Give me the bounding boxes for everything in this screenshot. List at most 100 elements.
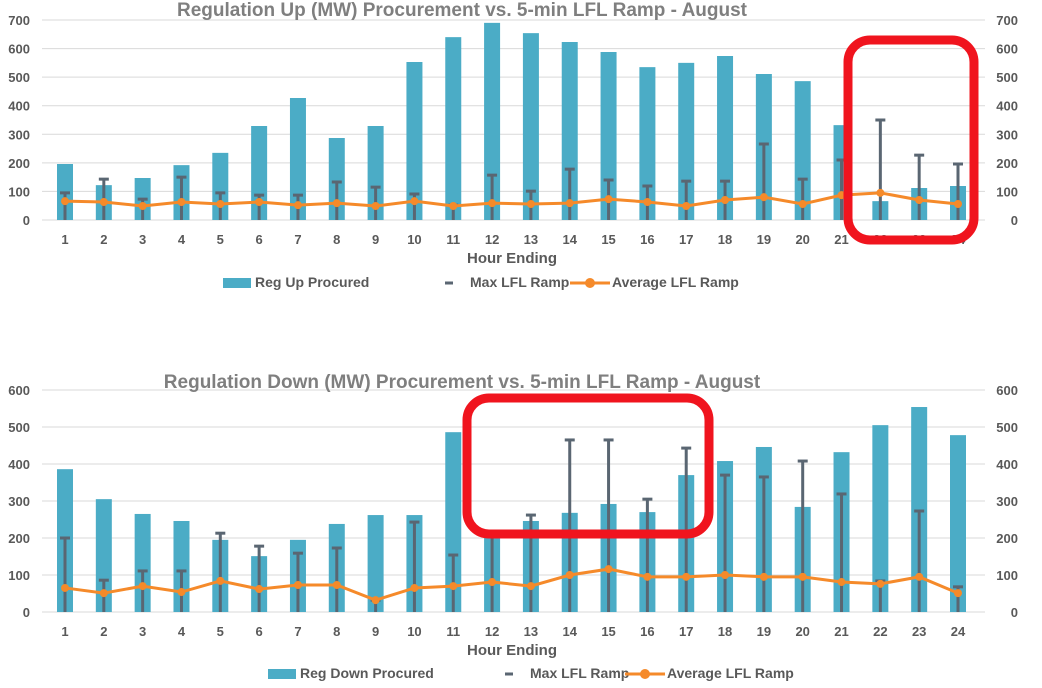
bar <box>95 499 112 612</box>
average-ramp-point <box>643 198 652 206</box>
bar <box>522 33 539 221</box>
x-tick-label: 5 <box>217 232 224 247</box>
x-tick-label: 10 <box>407 624 421 639</box>
y-tick-label: 500 <box>8 420 30 435</box>
bar <box>367 515 384 612</box>
x-tick-label: 2 <box>100 232 107 247</box>
x-tick-label: 11 <box>446 232 460 247</box>
average-ramp-point <box>759 193 768 202</box>
x-tick-label: 3 <box>139 232 146 247</box>
bar <box>872 425 889 612</box>
average-ramp-point <box>177 588 186 597</box>
x-tick-label: 17 <box>679 624 693 639</box>
y2-tick-label: 300 <box>996 494 1018 509</box>
x-tick-label: 10 <box>407 232 421 247</box>
legend-swatch-bar <box>223 278 251 288</box>
average-ramp-line <box>64 567 959 602</box>
y2-tick-label: 500 <box>996 420 1018 435</box>
y2-tick-label: 400 <box>996 457 1018 472</box>
average-ramp-point <box>759 572 768 581</box>
bar <box>367 126 384 220</box>
bar <box>717 56 734 220</box>
bar <box>173 520 190 612</box>
x-tick-label: 6 <box>256 232 263 247</box>
x-tick-label: 3 <box>139 624 146 639</box>
x-tick-label: 16 <box>640 624 654 639</box>
x-tick-label: 20 <box>795 624 809 639</box>
x-tick-label: 8 <box>333 232 340 247</box>
bar <box>289 98 306 220</box>
bar <box>406 62 423 220</box>
y2-tick-label: 200 <box>996 156 1018 171</box>
average-ramp-point <box>371 596 380 605</box>
average-ramp-point <box>915 572 924 581</box>
x-tick-label: 11 <box>446 624 460 639</box>
average-ramp-point <box>255 198 264 206</box>
average-ramp-point <box>954 589 962 598</box>
average-ramp-point <box>99 589 108 598</box>
y2-tick-label: 100 <box>996 568 1018 583</box>
x-tick-label: 19 <box>757 624 771 639</box>
y2-tick-label: 400 <box>996 99 1018 114</box>
average-ramp-point <box>954 200 962 208</box>
y2-tick-label: 0 <box>1011 213 1018 228</box>
x-tick-label: 9 <box>372 624 379 639</box>
y-tick-label: 200 <box>8 156 30 171</box>
average-ramp-point <box>643 572 652 581</box>
x-tick-label: 17 <box>679 232 693 247</box>
x-tick-label: 13 <box>524 232 538 247</box>
x-tick-label: 4 <box>178 232 186 247</box>
average-ramp-point <box>604 565 613 574</box>
highlight-box <box>462 393 714 539</box>
average-ramp-point <box>177 198 186 206</box>
x-tick-label: 8 <box>333 624 340 639</box>
x-tick-label: 19 <box>757 232 771 247</box>
legend-label: Max LFL Ramp <box>470 274 569 290</box>
y2-tick-label: 700 <box>996 13 1018 28</box>
average-ramp-point <box>488 199 497 208</box>
y-tick-label: 600 <box>8 42 30 57</box>
average-ramp-point <box>682 572 691 581</box>
average-ramp-point <box>604 195 613 204</box>
y2-tick-label: 600 <box>996 42 1018 57</box>
x-tick-label: 24 <box>951 624 966 639</box>
highlight-box <box>843 35 979 245</box>
legend-label: Reg Down Procured <box>300 665 434 681</box>
legend-swatch-bar <box>268 669 296 679</box>
x-tick-label: 1 <box>61 624 68 639</box>
legend-swatch-marker <box>640 669 650 679</box>
average-ramp-point <box>798 200 807 208</box>
average-ramp-point <box>293 580 302 589</box>
y-tick-label: 700 <box>8 13 30 28</box>
average-ramp-point <box>410 197 419 206</box>
x-tick-label: 12 <box>485 624 499 639</box>
y-tick-label: 100 <box>8 568 30 583</box>
average-ramp-point <box>565 199 574 208</box>
legend-label: Average LFL Ramp <box>612 274 739 290</box>
y2-tick-label: 500 <box>996 70 1018 85</box>
x-tick-label: 14 <box>563 624 578 639</box>
average-ramp-point <box>138 202 147 210</box>
bar <box>328 138 345 220</box>
bar <box>561 42 578 220</box>
y2-tick-label: 100 <box>996 184 1018 199</box>
x-tick-label: 18 <box>718 624 732 639</box>
average-ramp-point <box>915 196 924 204</box>
y-tick-label: 500 <box>8 70 30 85</box>
chart-title: Regulation Up (MW) Procurement vs. 5-min… <box>177 0 748 21</box>
average-ramp-point <box>449 202 458 210</box>
y2-tick-label: 600 <box>996 383 1018 398</box>
x-tick-label: 16 <box>640 232 654 247</box>
x-tick-label: 21 <box>834 232 848 247</box>
average-ramp-point <box>837 578 846 587</box>
y-tick-label: 300 <box>8 494 30 509</box>
average-ramp-point <box>99 198 108 206</box>
x-tick-label: 22 <box>873 624 887 639</box>
bar <box>600 52 617 220</box>
y-tick-label: 200 <box>8 531 30 546</box>
y-tick-label: 100 <box>8 184 30 199</box>
bar <box>794 81 811 221</box>
x-tick-label: 7 <box>294 624 301 639</box>
x-tick-label: 4 <box>178 624 186 639</box>
x-axis-title: Hour Ending <box>467 642 557 659</box>
